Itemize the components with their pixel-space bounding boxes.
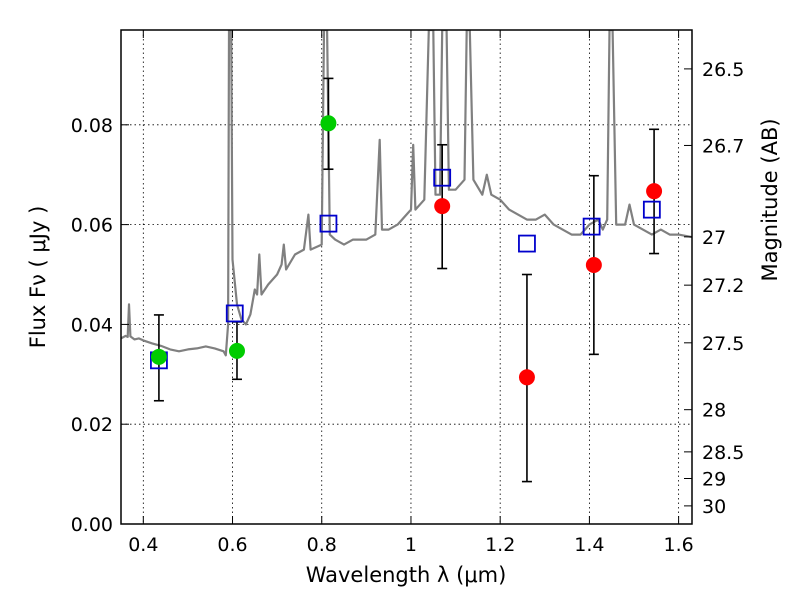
y-tick-label: 0.00	[71, 514, 113, 536]
x-tick-label: 1	[405, 534, 417, 556]
x-axis-label: Wavelength λ (μm)	[306, 563, 507, 587]
spectrum-line	[121, 30, 692, 357]
model-square-point	[433, 168, 452, 187]
y-axis-label: Flux Fν ( μJy )	[26, 206, 50, 349]
observed-flux-point	[434, 198, 451, 215]
observed-flux-point	[150, 348, 167, 365]
y2-tick-label: 28	[702, 400, 726, 422]
y2-tick-label: 27	[702, 227, 726, 249]
y2-tick-label: 29	[702, 468, 726, 490]
y2-axis-label: Magnitude (AB)	[758, 118, 782, 281]
spectrum-layer	[121, 30, 692, 357]
y2-tick-label: 28.5	[702, 442, 744, 464]
observed-flux-point	[228, 342, 245, 359]
marker-layer	[150, 115, 663, 386]
model-square-point	[319, 214, 338, 233]
x-tick-label: 0.6	[217, 534, 247, 556]
y2-tick-label: 26.5	[702, 59, 744, 81]
x-tick-label: 0.4	[128, 534, 158, 556]
model-square-point	[225, 304, 244, 323]
y2-tick-label: 27.2	[702, 275, 744, 297]
y-tick-label: 0.08	[71, 115, 113, 137]
x-tick-label: 1.6	[664, 534, 694, 556]
model-square-point	[642, 200, 661, 219]
observed-flux-point	[646, 183, 663, 200]
observed-flux-point	[320, 115, 337, 132]
y2-tick-label: 30	[702, 496, 726, 518]
model-square-point	[518, 234, 536, 253]
y-tick-label: 0.06	[71, 215, 113, 237]
y-tick-label: 0.02	[71, 414, 113, 436]
x-tick-label: 0.8	[307, 534, 337, 556]
y2-tick-label: 27.5	[702, 333, 744, 355]
model-square-point	[582, 217, 601, 236]
observed-flux-point	[518, 369, 535, 386]
x-tick-label: 1.2	[485, 534, 515, 556]
y2-tick-label: 26.7	[702, 135, 744, 157]
x-tick-label: 1.4	[574, 534, 604, 556]
observed-flux-point	[585, 257, 602, 274]
tick-layer: 0.4 0.6 0.8 1 1.2 1.4 1.6 0.00 0.02 0.04 0.06 0.08 2…	[71, 30, 744, 556]
y-tick-label: 0.04	[71, 314, 113, 336]
plot-frame	[120, 29, 693, 525]
